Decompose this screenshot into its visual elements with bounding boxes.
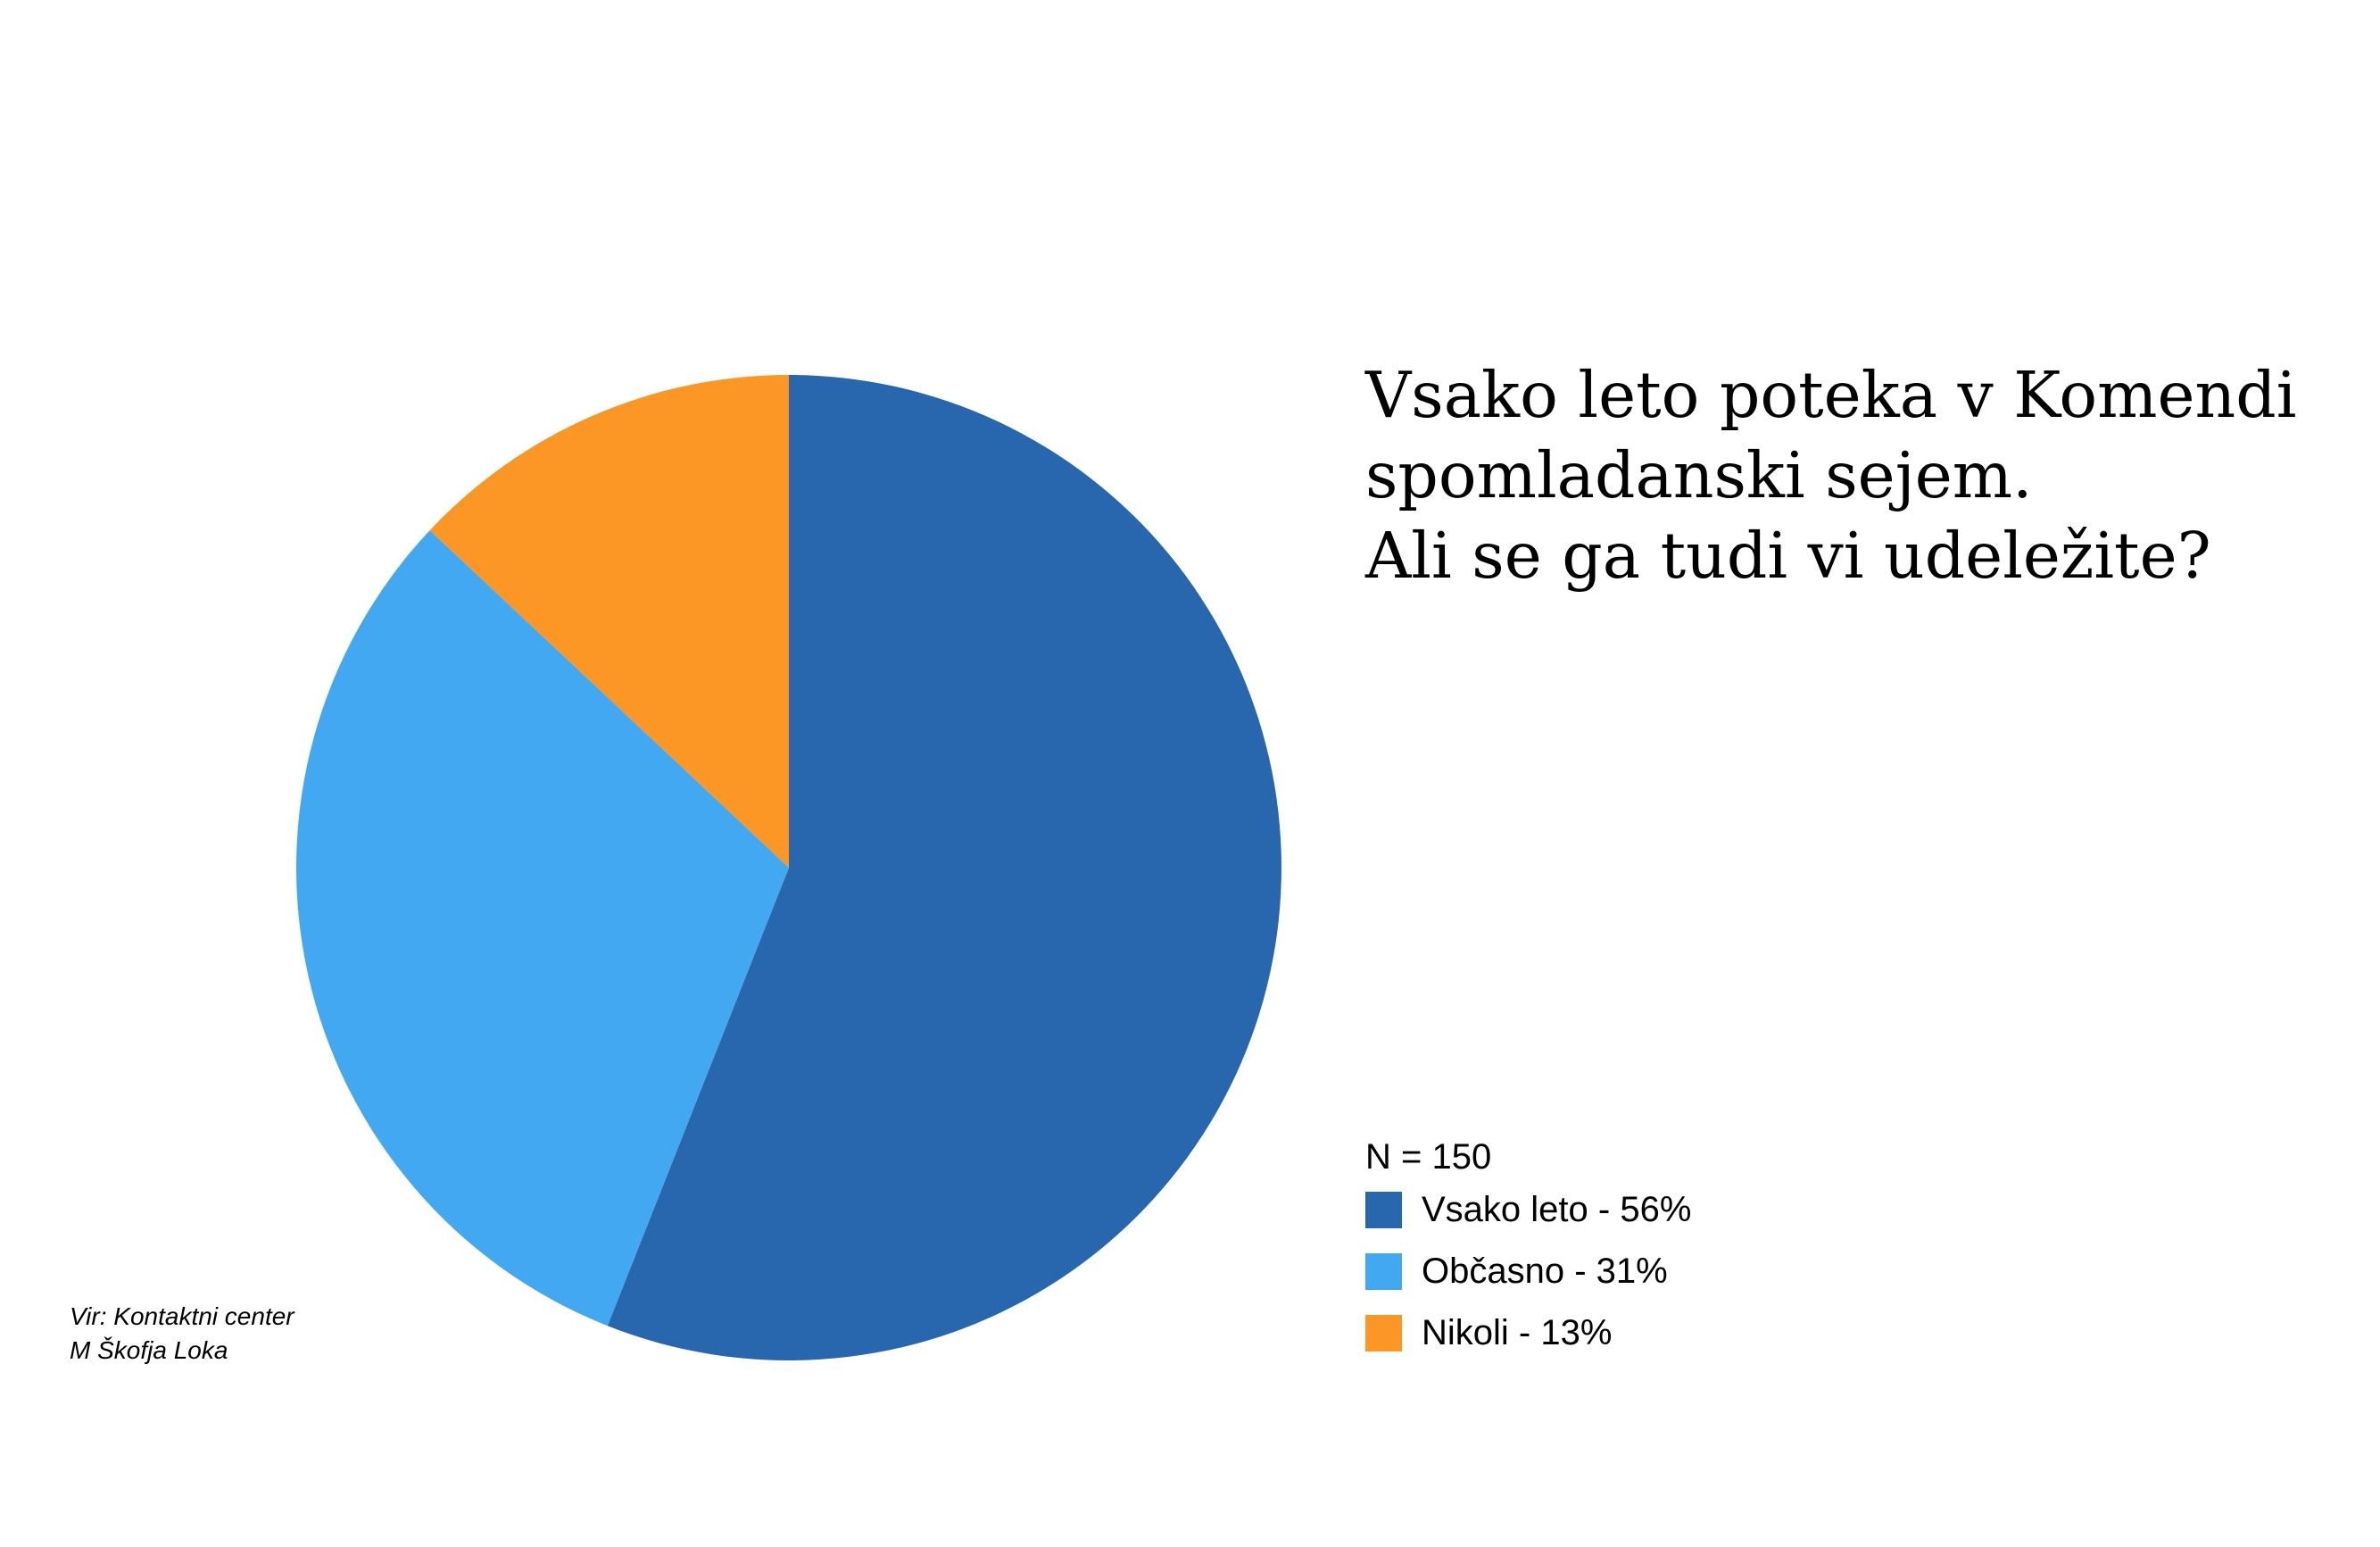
legend: Vsako leto - 56% Občasno - 31% Nikoli - … [1365,1191,1691,1376]
sample-size-label: N = 150 [1365,1137,1492,1177]
legend-swatch-obcasno [1365,1252,1402,1290]
legend-label-nikoli: Nikoli - 13% [1422,1313,1613,1352]
pie-slice-nikoli [429,375,789,868]
source-line-2: M Škofja Loka [70,1336,228,1364]
pie-chart [295,375,1281,1360]
source-line-1: Vir: Kontaktni center [70,1302,294,1330]
legend-label-obcasno: Občasno - 31% [1422,1252,1668,1291]
chart-title: Vsako leto poteka v Komendi spomladanski… [1365,358,2297,593]
legend-swatch-vsako-leto [1365,1191,1402,1228]
source-note: Vir: Kontaktni center M Škofja Loka [70,1300,294,1368]
legend-item-vsako-leto: Vsako leto - 56% [1365,1191,1691,1228]
legend-item-obcasno: Občasno - 31% [1365,1252,1691,1290]
pie-slice-obcasno [295,530,789,1327]
legend-label-vsako-leto: Vsako leto - 56% [1422,1190,1692,1229]
legend-swatch-nikoli [1365,1314,1402,1352]
pie-slice-vsako-leto [607,375,1281,1360]
legend-item-nikoli: Nikoli - 13% [1365,1314,1691,1352]
